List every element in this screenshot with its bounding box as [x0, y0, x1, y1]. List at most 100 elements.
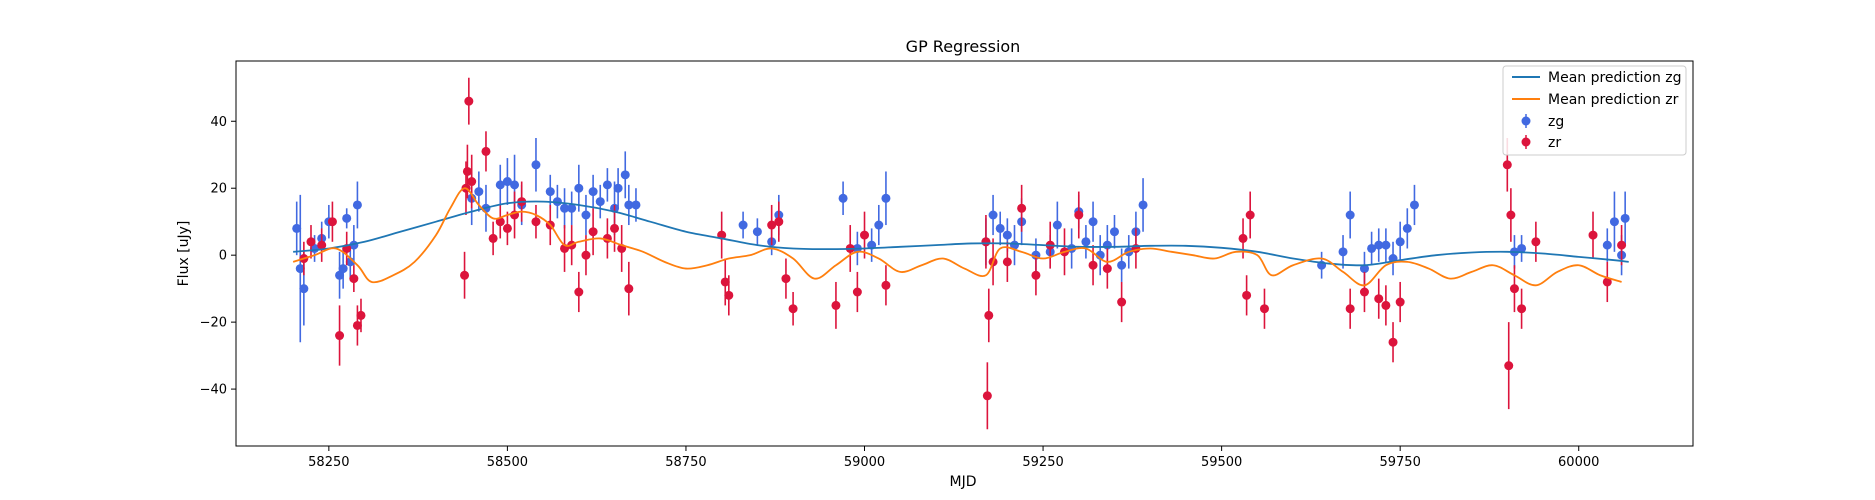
point-zr — [1238, 233, 1248, 243]
point-zg — [1052, 220, 1062, 230]
point-zg — [1081, 237, 1091, 247]
point-zr — [1259, 304, 1269, 314]
point-zr — [1345, 304, 1355, 314]
point-zr — [574, 287, 584, 297]
chart-title: GP Regression — [906, 37, 1021, 56]
point-zr — [1502, 160, 1512, 170]
point-zr — [982, 391, 992, 401]
point-zg — [1102, 240, 1112, 250]
point-zg — [838, 193, 848, 203]
point-zr — [1504, 361, 1514, 371]
point-zr — [581, 250, 591, 260]
point-zr — [1531, 237, 1541, 247]
point-zr — [1517, 304, 1527, 314]
legend-label-zg-line: Mean prediction zg — [1548, 70, 1682, 86]
x-tick-label: 59500 — [1201, 455, 1242, 470]
x-tick-label: 58750 — [665, 455, 706, 470]
point-zg — [624, 200, 634, 210]
point-zg — [560, 203, 570, 213]
point-zr — [462, 166, 472, 176]
point-zg — [1402, 223, 1412, 233]
point-zg — [531, 160, 541, 170]
point-zg — [1359, 264, 1369, 274]
prediction-lines — [292, 187, 1629, 287]
point-zr — [1359, 287, 1369, 297]
point-zg — [874, 220, 884, 230]
point-zg — [995, 223, 1005, 233]
point-zr — [317, 240, 327, 250]
point-zr — [1602, 277, 1612, 287]
point-zr — [502, 223, 512, 233]
point-zg — [1338, 247, 1348, 257]
y-tick-label: 0 — [219, 249, 227, 264]
x-tick-label: 59250 — [1022, 455, 1063, 470]
point-zr — [588, 227, 598, 237]
y-axis-ticks: −40 −20 0 20 40 — [200, 115, 236, 398]
point-zg — [502, 177, 512, 187]
point-zg — [335, 270, 345, 280]
line-mean-prediction-zr — [292, 187, 1622, 287]
point-zr — [327, 217, 337, 227]
point-zr — [1588, 230, 1598, 240]
x-tick-label: 59750 — [1379, 455, 1420, 470]
point-zr — [1381, 300, 1391, 310]
point-zr — [1002, 257, 1012, 267]
point-zg — [474, 187, 484, 197]
x-axis-label: MJD — [950, 474, 977, 490]
point-zg — [510, 180, 520, 190]
point-zr — [356, 310, 366, 320]
legend-label-zr: zr — [1548, 135, 1561, 151]
point-zg — [738, 220, 748, 230]
point-zg — [1395, 237, 1405, 247]
point-zg — [752, 227, 762, 237]
x-tick-label: 58250 — [308, 455, 349, 470]
point-zr — [781, 274, 791, 284]
y-tick-label: −20 — [200, 316, 227, 331]
point-zr — [1242, 290, 1252, 300]
point-zg — [1117, 260, 1127, 270]
point-zr — [1117, 297, 1127, 307]
point-zr — [1395, 297, 1405, 307]
point-zg — [352, 200, 362, 210]
point-zg — [602, 180, 612, 190]
point-zr — [349, 274, 359, 284]
point-zr — [352, 320, 362, 330]
point-zg — [1381, 240, 1391, 250]
point-zr — [531, 217, 541, 227]
point-zr — [720, 277, 730, 287]
y-tick-label: 20 — [210, 182, 227, 197]
point-zg — [567, 203, 577, 213]
point-zr — [1102, 264, 1112, 274]
x-tick-label: 60000 — [1558, 455, 1599, 470]
legend-swatch-zg-marker — [1521, 116, 1531, 126]
point-zg — [1138, 200, 1148, 210]
point-zr — [831, 300, 841, 310]
legend: Mean prediction zg Mean prediction zr zg… — [1502, 65, 1687, 156]
point-zr — [1506, 210, 1516, 220]
point-zg — [588, 187, 598, 197]
point-zg — [1374, 240, 1384, 250]
point-zr — [1088, 260, 1098, 270]
point-zg — [1109, 227, 1119, 237]
point-zr — [881, 280, 891, 290]
legend-swatch-zr-marker — [1521, 137, 1531, 147]
point-zg — [545, 187, 555, 197]
point-zg — [595, 197, 605, 207]
point-zg — [574, 183, 584, 193]
point-zg — [620, 170, 630, 180]
legend-box — [1502, 65, 1687, 156]
point-zg — [881, 193, 891, 203]
point-zg — [292, 223, 302, 233]
point-zr — [774, 217, 784, 227]
point-zg — [1602, 240, 1612, 250]
point-zr — [306, 237, 316, 247]
point-zr — [1388, 337, 1398, 347]
y-tick-label: −40 — [200, 383, 227, 398]
legend-label-zg: zg — [1548, 114, 1564, 130]
point-zr — [724, 290, 734, 300]
point-zg — [1609, 217, 1619, 227]
point-zr — [460, 270, 470, 280]
point-zg — [631, 200, 641, 210]
point-zg — [581, 210, 591, 220]
